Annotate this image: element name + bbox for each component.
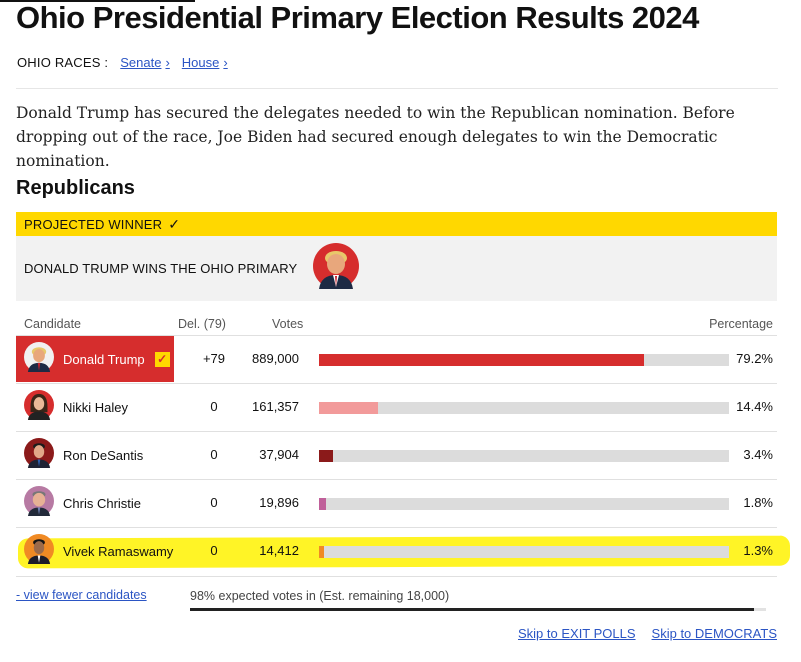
candidate-name: Vivek Ramaswamy (63, 543, 174, 559)
expected-votes-progress (190, 608, 766, 611)
header-candidate: Candidate (24, 317, 81, 331)
delegates-value: 0 (210, 543, 218, 558)
races-label: OHIO RACES : (17, 55, 109, 70)
skip-links: Skip to EXIT POLLS Skip to DEMOCRATS (518, 626, 777, 641)
share-bar-fill (319, 498, 326, 510)
share-bar-fill (319, 450, 333, 462)
delegates-value: +79 (202, 351, 226, 366)
header-delegates: Del. (79) (178, 317, 226, 331)
senate-link[interactable]: Senate › (120, 55, 170, 70)
skip-to-democrats-link[interactable]: Skip to DEMOCRATS (651, 626, 777, 641)
winner-box: DONALD TRUMP WINS THE OHIO PRIMARY (16, 236, 777, 301)
delegates-value: 0 (210, 447, 218, 462)
candidate-cell: Vivek Ramaswamy (16, 528, 174, 574)
delegates-value: 0 (210, 495, 218, 510)
percentage-value: 79.2% (736, 351, 773, 366)
percentage-value: 3.4% (743, 447, 773, 462)
votes-value: 889,000 (252, 351, 299, 366)
percentage-value: 1.3% (743, 543, 773, 558)
share-bar-track (319, 450, 729, 462)
candidate-row: Chris Christie 0 19,896 1.8% (16, 479, 777, 528)
candidate-name: Nikki Haley (63, 399, 129, 415)
winner-text: DONALD TRUMP WINS THE OHIO PRIMARY (24, 261, 298, 276)
avatar (24, 485, 54, 521)
candidate-row: Nikki Haley 0 161,357 14.4% (16, 383, 777, 432)
avatar (24, 437, 54, 473)
share-bar-track (319, 546, 729, 558)
votes-value: 37,904 (259, 447, 299, 462)
share-bar-track (319, 498, 729, 510)
avatar (24, 533, 54, 569)
races-nav: OHIO RACES : Senate › House › (17, 55, 228, 70)
candidate-name: Donald Trump (63, 351, 145, 367)
votes-value: 19,896 (259, 495, 299, 510)
checkmark-icon: ✓ (154, 351, 170, 367)
candidate-cell: Donald Trump ✓ (16, 336, 174, 382)
candidate-cell: Nikki Haley (16, 384, 174, 430)
projected-winner-label: PROJECTED WINNER (24, 216, 163, 232)
candidate-cell: Ron DeSantis (16, 432, 174, 478)
candidate-row: Donald Trump ✓ +79 889,000 79.2% (16, 335, 777, 384)
chevron-right-icon: › (165, 55, 170, 70)
chevron-right-icon: › (223, 55, 228, 70)
winner-avatar (313, 243, 360, 294)
projected-winner-bar: PROJECTED WINNER ✓ (16, 212, 777, 236)
view-fewer-candidates-link[interactable]: - view fewer candidates (16, 588, 147, 602)
percentage-value: 1.8% (743, 495, 773, 510)
share-bar-fill (319, 354, 644, 366)
expected-votes-progress-fill (190, 608, 755, 611)
house-link[interactable]: House › (182, 55, 228, 70)
votes-value: 161,357 (252, 399, 299, 414)
share-bar-fill (319, 402, 378, 414)
expected-votes-text: 98% expected votes in (Est. remaining 18… (190, 589, 450, 603)
candidate-name: Chris Christie (63, 495, 142, 511)
top-rule (0, 0, 195, 2)
avatar (24, 341, 54, 377)
senate-link-label: Senate (120, 55, 162, 70)
check-icon: ✓ (168, 215, 180, 232)
header-percentage: Percentage (709, 317, 773, 331)
share-bar-fill (319, 546, 324, 558)
candidate-row: Ron DeSantis 0 37,904 3.4% (16, 431, 777, 480)
candidate-name: Ron DeSantis (63, 447, 144, 463)
page-title: Ohio Presidential Primary Election Resul… (16, 0, 699, 35)
delegates-value: 0 (210, 399, 218, 414)
percentage-value: 14.4% (736, 399, 773, 414)
votes-value: 14,412 (259, 543, 299, 558)
summary-text: Donald Trump has secured the delegates n… (16, 104, 735, 170)
candidate-row: Vivek Ramaswamy 0 14,412 1.3% (16, 527, 777, 577)
header-votes: Votes (272, 317, 304, 331)
share-bar-track (319, 402, 729, 414)
share-bar-track (319, 354, 729, 366)
skip-to-exit-polls-link[interactable]: Skip to EXIT POLLS (518, 626, 636, 641)
divider (16, 88, 778, 89)
section-title: Republicans (16, 177, 135, 199)
avatar (24, 389, 54, 425)
candidate-cell: Chris Christie (16, 480, 174, 526)
house-link-label: House (181, 55, 220, 70)
